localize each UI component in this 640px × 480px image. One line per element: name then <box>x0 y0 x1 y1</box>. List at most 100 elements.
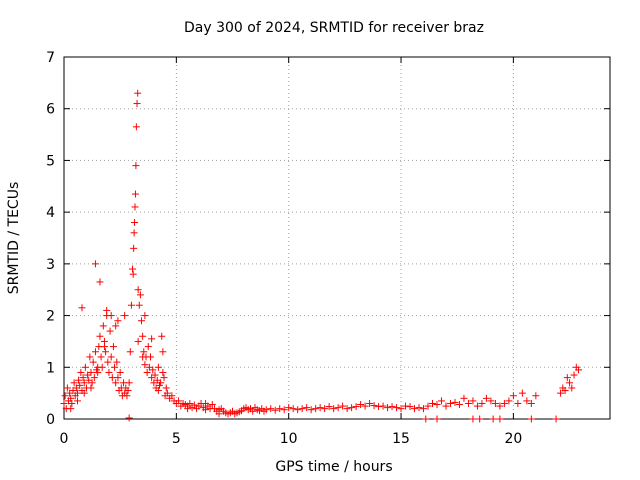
data-point <box>127 301 135 309</box>
data-point <box>162 384 170 392</box>
data-point <box>80 389 88 397</box>
data-point <box>67 405 75 413</box>
data-point <box>96 278 104 286</box>
data-point <box>415 404 423 412</box>
y-axis-label: SRMTID / TECUs <box>6 182 22 295</box>
data-point <box>141 361 149 369</box>
x-tick-labels: 0 5 10 15 20 <box>60 431 523 447</box>
data-point <box>157 379 165 387</box>
data-point <box>148 335 156 343</box>
data-point <box>202 406 210 414</box>
data-point <box>125 379 133 387</box>
data-point <box>489 415 497 423</box>
data-point <box>267 405 275 413</box>
y-tick-label: 0 <box>46 412 55 428</box>
data-point <box>298 405 306 413</box>
data-point <box>518 389 526 397</box>
data-point <box>159 368 167 376</box>
data-point <box>442 402 450 410</box>
data-point <box>294 406 302 414</box>
data-point <box>106 327 114 335</box>
data-point <box>570 371 578 379</box>
data-point <box>134 337 142 345</box>
data-point <box>433 401 441 409</box>
data-point <box>129 270 137 278</box>
data-point <box>125 414 133 422</box>
data-point <box>523 397 531 405</box>
data-point <box>114 317 122 325</box>
data-point <box>303 404 311 412</box>
data-point <box>379 402 387 410</box>
x-tick-label: 15 <box>392 431 410 447</box>
data-point <box>112 379 120 387</box>
data-point <box>473 402 481 410</box>
data-point <box>202 399 210 407</box>
data-point <box>527 415 535 423</box>
data-point <box>60 399 68 407</box>
data-point <box>388 403 396 411</box>
data-point <box>397 405 405 413</box>
data-point <box>136 291 144 299</box>
data-point <box>76 381 84 389</box>
x-tick-label: 10 <box>280 431 298 447</box>
data-point <box>393 404 401 412</box>
x-tick-label: 5 <box>172 431 181 447</box>
data-point <box>566 379 574 387</box>
x-axis-label: GPS time / hours <box>275 459 392 475</box>
data-point <box>100 343 108 351</box>
grid-lines <box>64 57 610 419</box>
data-point <box>98 363 106 371</box>
data-point <box>158 332 166 340</box>
data-point <box>99 322 107 330</box>
data-point <box>478 399 486 407</box>
data-point <box>107 353 115 361</box>
x-tick-label: 20 <box>504 431 522 447</box>
data-point <box>78 304 86 312</box>
data-point <box>67 394 75 402</box>
data-point <box>154 363 162 371</box>
data-point <box>132 162 140 170</box>
data-point <box>75 376 83 384</box>
data-point <box>168 392 176 400</box>
data-point <box>307 406 315 414</box>
data-point <box>460 394 468 402</box>
data-point <box>285 404 293 412</box>
data-point <box>496 402 504 410</box>
data-point <box>138 317 146 325</box>
data-point <box>262 406 270 414</box>
data-point <box>107 312 115 320</box>
data-point <box>94 368 102 376</box>
data-point <box>143 368 151 376</box>
data-point <box>97 353 105 361</box>
data-point <box>375 403 383 411</box>
data-point <box>406 403 414 411</box>
y-tick-labels: 0 1 2 3 4 5 6 7 <box>46 50 55 428</box>
data-point <box>132 123 140 131</box>
data-point <box>384 404 392 412</box>
data-point <box>208 401 216 409</box>
data-point <box>464 399 472 407</box>
data-point <box>370 402 378 410</box>
data-point <box>561 387 569 395</box>
data-point <box>131 190 139 198</box>
data-point <box>451 398 459 406</box>
data-point <box>428 399 436 407</box>
data-point <box>575 366 583 374</box>
data-point <box>280 406 288 414</box>
data-point <box>348 404 356 412</box>
data-point <box>330 405 338 413</box>
y-tick-label: 4 <box>46 205 55 221</box>
data-point <box>491 399 499 407</box>
data-point <box>514 399 522 407</box>
data-point <box>140 348 148 356</box>
y-tick-label: 7 <box>46 50 55 66</box>
data-point <box>289 405 297 413</box>
data-point <box>163 389 171 397</box>
axis-ticks <box>63 56 610 420</box>
data-point <box>112 322 120 330</box>
data-point <box>91 348 99 356</box>
data-point <box>124 387 132 395</box>
y-tick-label: 6 <box>46 102 55 118</box>
data-point <box>126 348 134 356</box>
chart-title: Day 300 of 2024, SRMTID for receiver bra… <box>184 20 484 36</box>
